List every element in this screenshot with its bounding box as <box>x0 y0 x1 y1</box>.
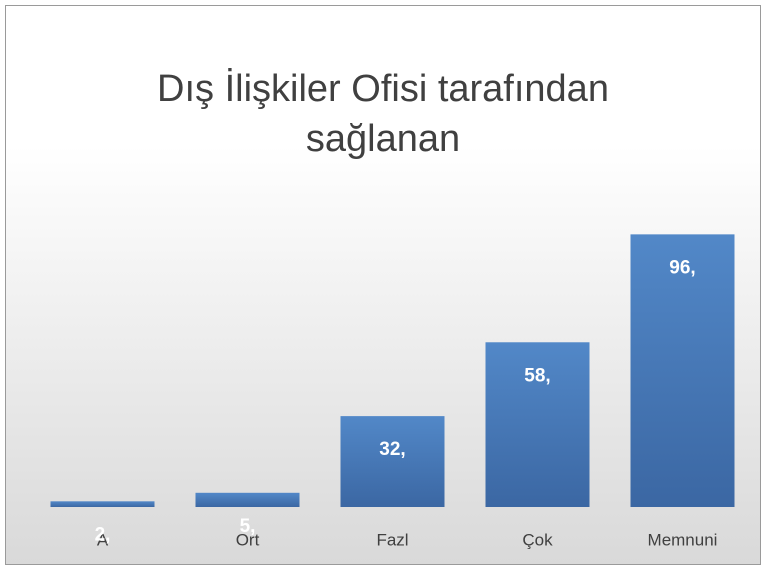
value-label: 5, <box>240 516 256 537</box>
x-tick-label: Çok <box>522 530 553 549</box>
chart-title: Dış İlişkiler Ofisi tarafından sağlanan <box>157 68 609 160</box>
bar <box>340 416 445 507</box>
value-label: 58, <box>524 365 550 386</box>
bar <box>630 234 735 508</box>
value-label: 96, <box>669 257 695 278</box>
bar <box>485 342 590 507</box>
bar <box>195 492 300 507</box>
bar <box>50 501 155 507</box>
x-tick-label: Memnuni <box>648 530 718 549</box>
x-tick-label: Ort <box>236 530 260 549</box>
x-tick-label: Fazl <box>376 530 408 549</box>
value-label: 2, <box>95 524 111 545</box>
x-tick-label: A <box>97 530 109 549</box>
value-label: 32, <box>379 439 405 460</box>
